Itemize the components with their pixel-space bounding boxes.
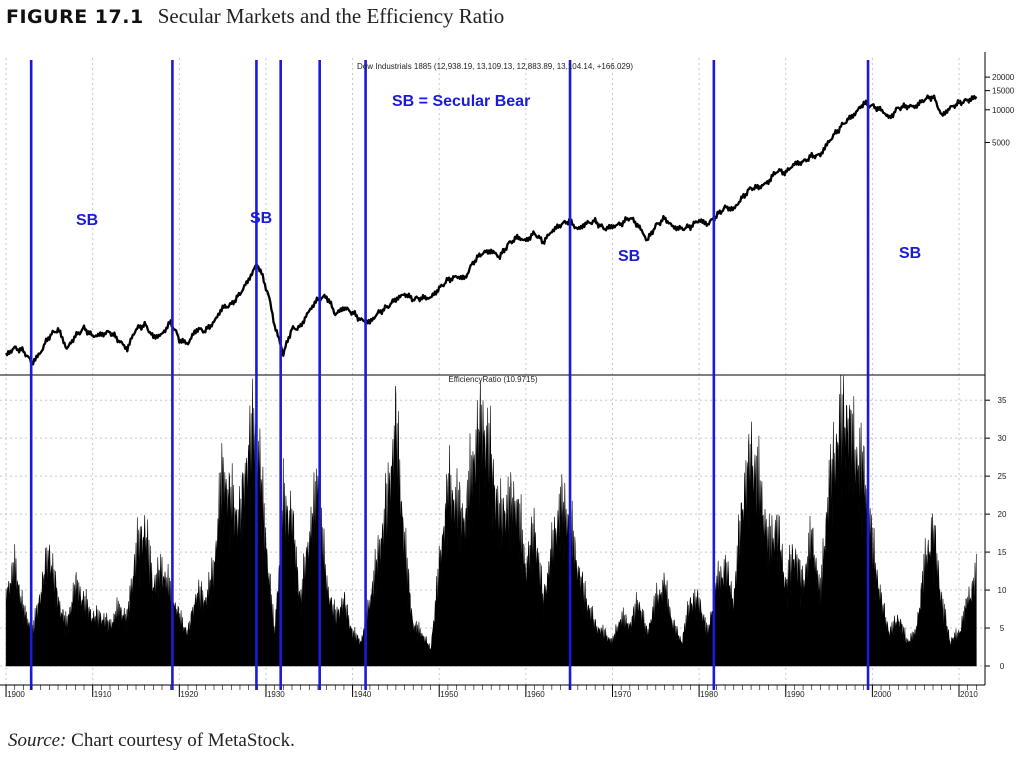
source-note: Source: Chart courtesy of MetaStock.	[8, 730, 295, 752]
lower-y-tick-label: 35	[998, 396, 1007, 405]
tick-labels: 1900 1910 1920 1930 1940 1950 1960 1970 1980 1990…	[5, 73, 1015, 699]
x-tick-label: 1990	[787, 690, 805, 699]
x-tick-label: 1940	[354, 690, 372, 699]
upper-y-tick-label: 10000	[992, 106, 1015, 115]
x-tick-label: 1930	[267, 690, 285, 699]
lower-y-tick-label: 0	[1000, 662, 1005, 671]
source-text: Chart courtesy of MetaStock.	[71, 730, 295, 751]
legend-annotation: SB = Secular Bear	[392, 93, 530, 110]
x-tick-label: 1980	[700, 690, 718, 699]
dow-price-line-layer	[5, 94, 978, 366]
figure-number: FIGURE 17.1	[6, 6, 144, 28]
secular-boundary-lines	[29, 60, 870, 690]
x-tick-label: 1950	[440, 690, 458, 699]
lower-y-tick-label: 30	[998, 434, 1007, 443]
sb-label-2: SB	[250, 210, 272, 227]
sb-label-1: SB	[76, 212, 98, 229]
upper-y-tick-label: 15000	[992, 87, 1015, 96]
lower-panel-header: EfficiencyRatio (10.9715)	[448, 375, 538, 384]
x-tick-label: 2000	[873, 690, 891, 699]
source-label: Source:	[8, 730, 67, 751]
figure-title: FIGURE 17.1 Secular Markets and the Effic…	[6, 4, 504, 30]
upper-y-tick-label: 5000	[992, 138, 1010, 147]
axes	[0, 52, 986, 686]
figure-caption: Secular Markets and the Efficiency Ratio	[157, 4, 505, 28]
x-tick-label: 2010	[960, 690, 978, 699]
upper-y-tick-label: 20000	[992, 73, 1015, 82]
sb-label-4: SB	[899, 245, 921, 262]
x-tick-label: 1970	[613, 690, 631, 699]
upper-panel-header: Dow Industrials 1885 (12,938.19, 13,109.…	[357, 62, 633, 71]
lower-y-tick-label: 25	[998, 472, 1007, 481]
x-tick-label: 1920	[180, 690, 198, 699]
sb-label-3: SB	[618, 248, 640, 265]
lower-y-tick-label: 20	[998, 510, 1007, 519]
efficiency-ratio-area	[5, 374, 977, 667]
chart-labels: Dow Industrials 1885 (12,938.19, 13,109.…	[76, 62, 921, 384]
x-tick-label: 1960	[527, 690, 545, 699]
secular-markets-chart: Dow Industrials 1885 (12,938.19, 13,109.…	[0, 52, 1024, 707]
lower-y-tick-label: 10	[998, 586, 1007, 595]
x-tick-label: 1910	[94, 690, 112, 699]
efficiency-ratio-fill	[5, 374, 977, 667]
x-tick-label: 1900	[7, 690, 25, 699]
lower-y-tick-label: 15	[998, 548, 1007, 557]
dow-price-line	[5, 94, 978, 366]
lower-y-tick-label: 5	[1000, 624, 1005, 633]
